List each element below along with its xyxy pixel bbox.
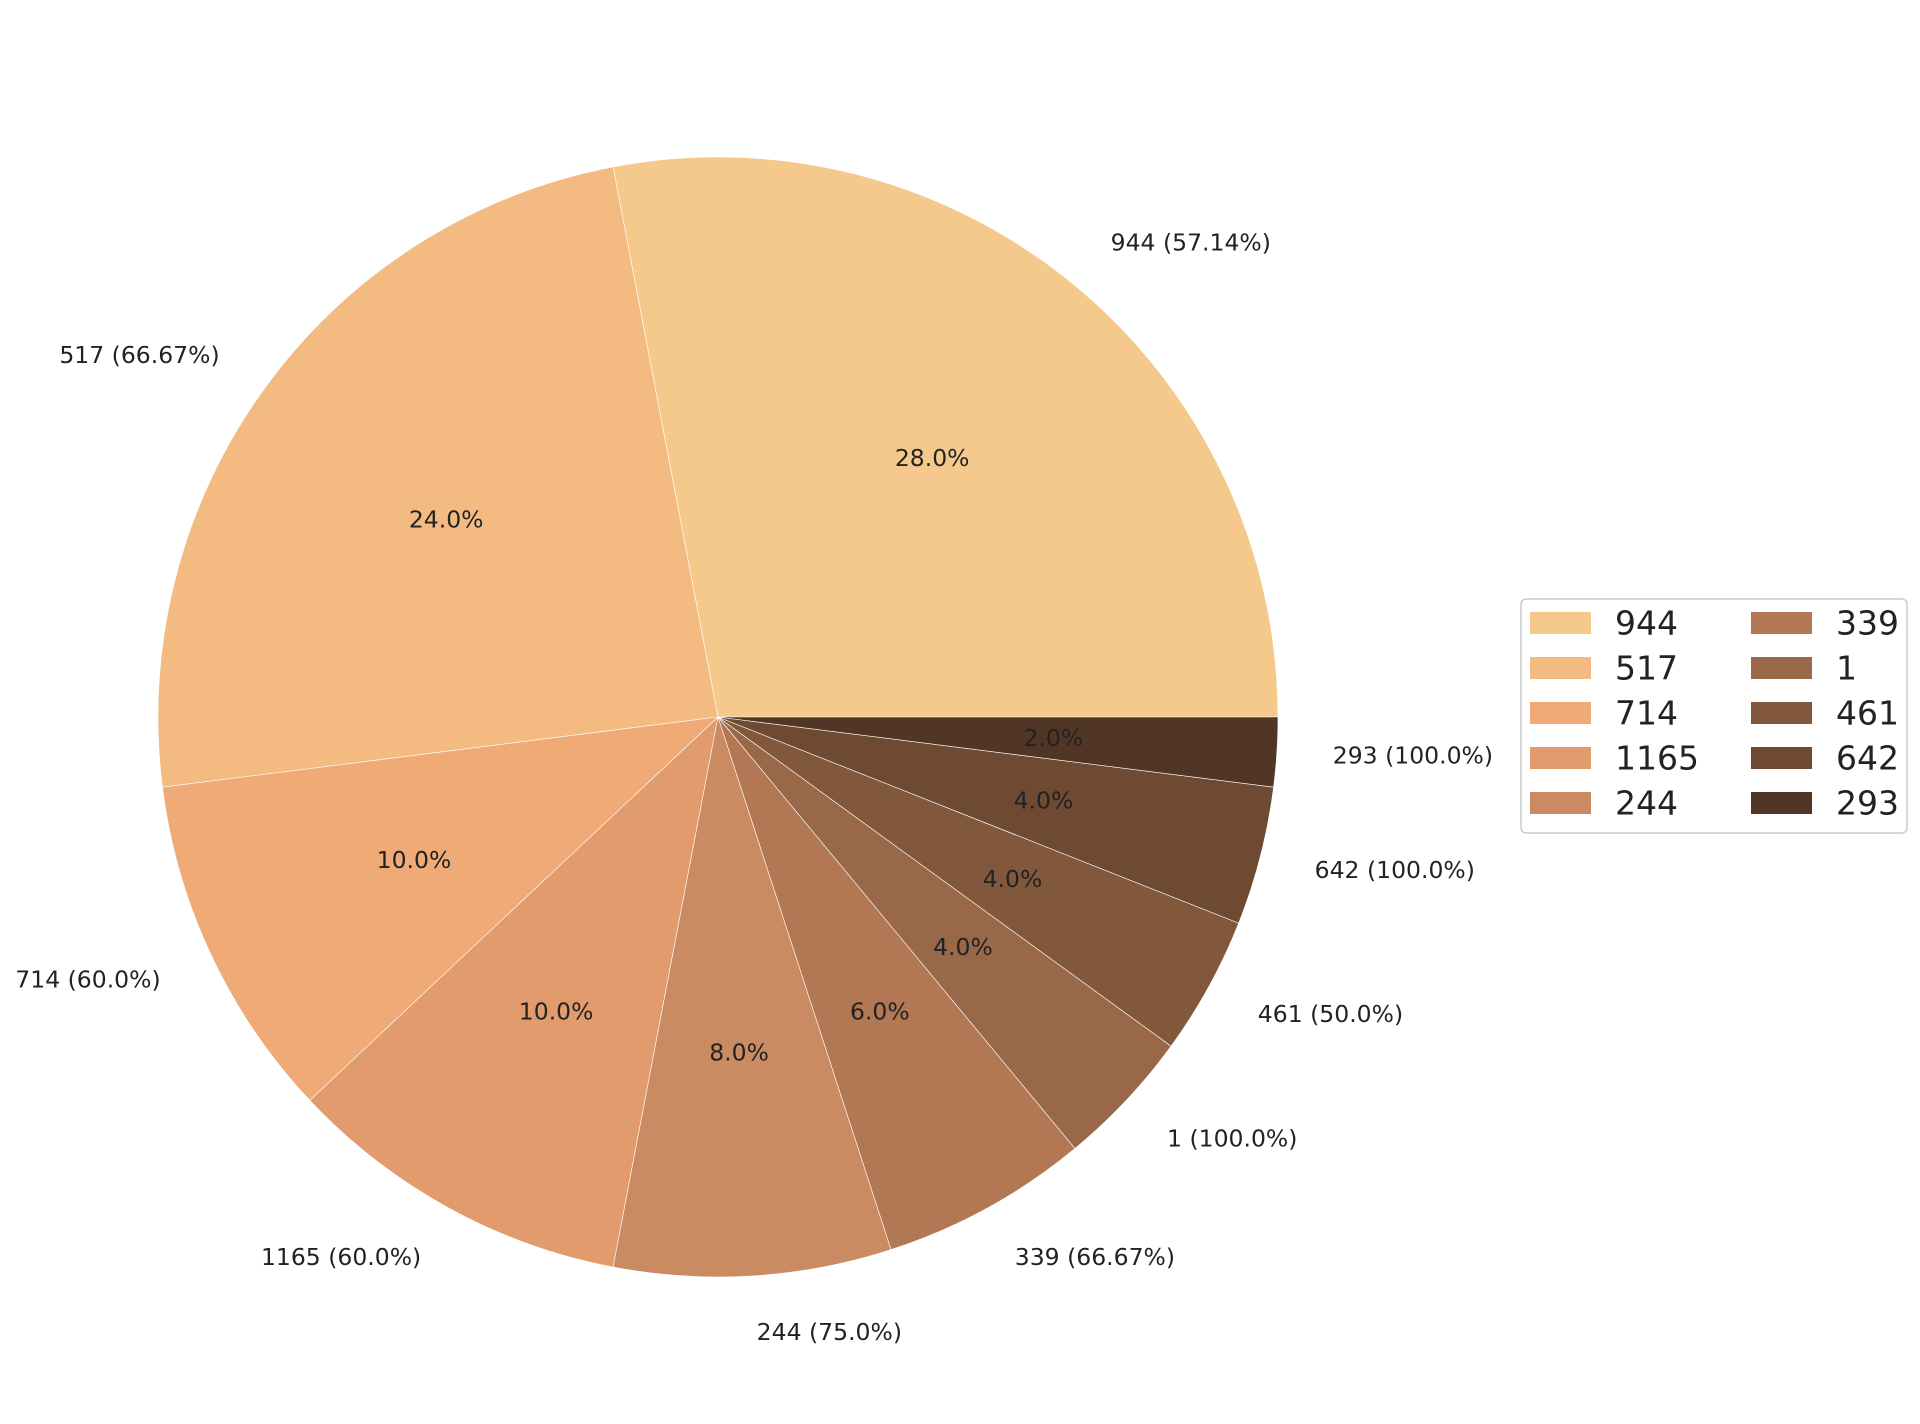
pct-label-339: 6.0% <box>850 997 910 1025</box>
pie-slice-944 <box>612 156 1279 718</box>
legend-swatch-517 <box>1530 657 1591 679</box>
legend-label-1: 1 <box>1836 649 1857 688</box>
legend-label-642: 642 <box>1836 739 1899 778</box>
legend-label-517: 517 <box>1615 649 1678 688</box>
pie-slice-1165 <box>309 716 719 1268</box>
legend-label-244: 244 <box>1615 784 1678 823</box>
pct-label-1: 4.0% <box>933 933 993 961</box>
outer-labels: 944 (57.14%) 517 (66.67%) 714 (60.0%) 1165 … <box>15 228 1493 1345</box>
pct-label-944: 28.0% <box>895 444 970 472</box>
percentage-labels: 28.0% 24.0% 10.0% 10.0% 8.0% 6.0% 4.0% 4.0% 4.0%… <box>377 444 1084 1066</box>
pct-label-642: 4.0% <box>1014 787 1074 815</box>
outer-label-461: 461 (50.0%) <box>1258 1000 1403 1028</box>
pct-label-1165: 10.0% <box>519 997 594 1025</box>
legend-swatch-1165 <box>1530 747 1591 769</box>
pie-slice-244 <box>612 716 892 1278</box>
pct-label-714: 10.0% <box>377 846 452 874</box>
legend-label-461: 461 <box>1836 694 1899 733</box>
legend-label-944: 944 <box>1615 604 1678 643</box>
pie-slice-293 <box>717 716 1279 788</box>
outer-label-293: 293 (100.0%) <box>1333 742 1493 770</box>
pie-slice-714 <box>162 716 719 1101</box>
legend-swatch-642 <box>1751 747 1812 769</box>
legend-swatch-461 <box>1751 702 1812 724</box>
outer-label-642: 642 (100.0%) <box>1315 856 1475 884</box>
pct-label-517: 24.0% <box>409 506 484 534</box>
legend-swatch-1 <box>1751 657 1812 679</box>
pie-slices <box>157 156 1279 1278</box>
outer-label-339: 339 (66.67%) <box>1015 1243 1175 1271</box>
legend-label-339: 339 <box>1836 604 1899 643</box>
outer-label-517: 517 (66.67%) <box>59 341 219 369</box>
outer-label-244: 244 (75.0%) <box>757 1318 902 1346</box>
legend-label-714: 714 <box>1615 694 1678 733</box>
legend: 944 517 714 1165 244 339 1 461 642 293 <box>1520 598 1908 834</box>
outer-label-1165: 1165 (60.0%) <box>261 1243 421 1271</box>
legend-swatch-293 <box>1751 792 1812 814</box>
outer-label-714: 714 (60.0%) <box>15 965 160 993</box>
pie-slice-517 <box>157 166 719 788</box>
legend-label-1165: 1165 <box>1615 739 1699 778</box>
legend-swatch-339 <box>1751 612 1812 634</box>
pct-label-461: 4.0% <box>983 865 1043 893</box>
pct-label-293: 2.0% <box>1023 724 1083 752</box>
pie-slice-339 <box>717 716 1076 1250</box>
legend-swatch-714 <box>1530 702 1591 724</box>
legend-label-293: 293 <box>1836 784 1899 823</box>
legend-swatch-244 <box>1530 792 1591 814</box>
legend-swatch-944 <box>1530 612 1591 634</box>
outer-label-1: 1 (100.0%) <box>1167 1125 1297 1153</box>
pct-label-244: 8.0% <box>709 1038 769 1066</box>
outer-label-944: 944 (57.14%) <box>1111 228 1271 256</box>
